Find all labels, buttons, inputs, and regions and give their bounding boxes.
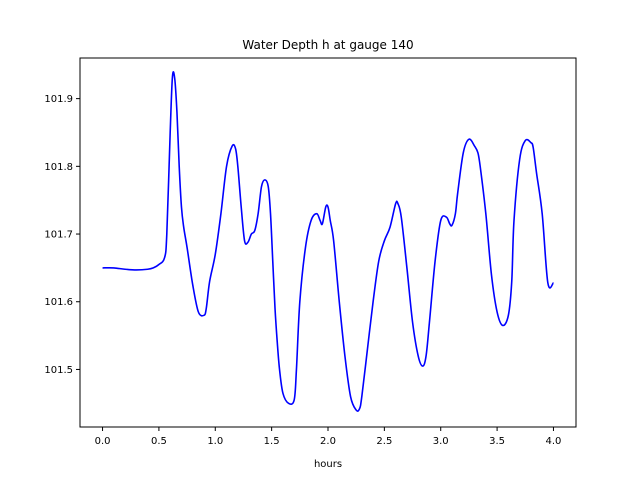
x-tick-label: 3.0 <box>433 436 449 447</box>
y-tick-label: 101.8 <box>44 162 73 173</box>
y-tick-label: 101.9 <box>44 94 73 105</box>
y-tick-label: 101.7 <box>44 230 73 241</box>
x-tick-label: 4.0 <box>546 436 562 447</box>
y-axis: 101.5 101.6 101.7 101.8 101.9 <box>44 94 80 376</box>
x-tick-label: 2.0 <box>320 436 336 447</box>
x-tick-label: 1.0 <box>207 436 223 447</box>
x-axis: 0.0 0.5 1.0 1.5 2.0 2.5 3.0 3.5 4.0 <box>95 427 562 447</box>
x-axis-label: hours <box>314 459 342 470</box>
x-tick-label: 1.5 <box>264 436 280 447</box>
x-tick-label: 0.0 <box>95 436 111 447</box>
chart-title: Water Depth h at gauge 140 <box>242 38 413 52</box>
y-tick-label: 101.5 <box>44 365 73 376</box>
series-layer <box>102 71 555 412</box>
x-tick-label: 0.5 <box>151 436 167 447</box>
x-tick-label: 3.5 <box>489 436 505 447</box>
y-tick-label: 101.6 <box>44 297 73 308</box>
series-line-0 <box>102 71 555 412</box>
x-tick-label: 2.5 <box>376 436 392 447</box>
